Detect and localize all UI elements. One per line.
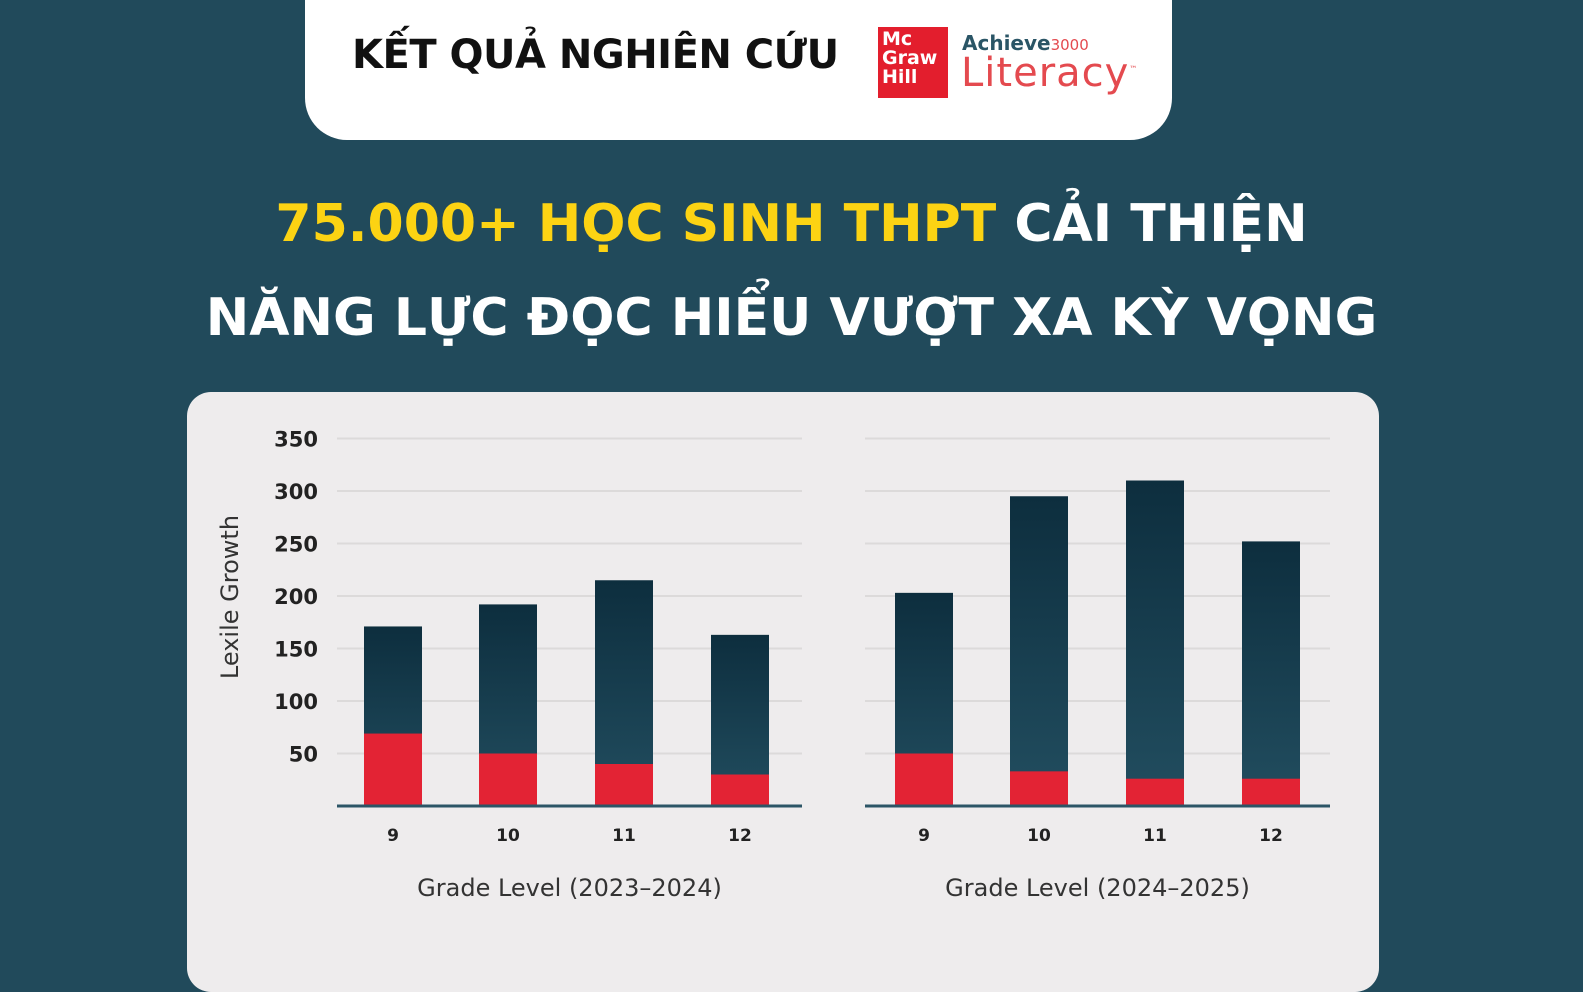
x-tick-label: 10 (496, 826, 520, 846)
bar-red-grade-9 (895, 753, 953, 806)
x-tick-label: 11 (1143, 826, 1167, 846)
bar-red-grade-11 (595, 764, 653, 806)
achieve-logo-text: Achieve3000 (962, 31, 1089, 55)
y-axis-title: Lexile Growth (216, 515, 244, 679)
bar-red-grade-12 (711, 774, 769, 806)
bar-red-grade-12 (1242, 778, 1300, 806)
y-tick-label: 200 (274, 585, 318, 609)
y-tick-label: 300 (274, 480, 318, 504)
x-tick-label: 11 (612, 826, 636, 846)
y-tick-label: 350 (274, 428, 318, 452)
x-tick-label: 9 (918, 826, 930, 846)
bar-red-grade-11 (1126, 778, 1184, 806)
bar-total-grade-11 (1126, 480, 1184, 806)
y-tick-label: 100 (274, 690, 318, 714)
y-tick-label: 50 (289, 743, 318, 767)
y-tick-label: 150 (274, 638, 318, 662)
headline-line-2: NĂNG LỰC ĐỌC HIỂU VƯỢT XA KỲ VỌNG (205, 288, 1378, 348)
header-title: KẾT QUẢ NGHIÊN CỨU (352, 32, 839, 78)
headline-highlight: 75.000+ HỌC SINH THPT (275, 194, 997, 254)
bar-red-grade-10 (1010, 771, 1068, 806)
bar-total-grade-12 (1242, 541, 1300, 806)
x-tick-label: 10 (1027, 826, 1051, 846)
x-tick-label: 9 (387, 826, 399, 846)
bar-red-grade-9 (364, 733, 422, 806)
x-tick-label: 12 (728, 826, 752, 846)
bar-total-grade-10 (1010, 496, 1068, 806)
headline-line-1: 75.000+ HỌC SINH THPT CẢI THIỆN (275, 194, 1308, 254)
header-card: KẾT QUẢ NGHIÊN CỨU Mc Graw Hill Achieve300… (305, 0, 1172, 140)
mcgraw-hill-logo: Mc Graw Hill (878, 27, 948, 98)
chart-svg: 50 100 150 200 250 300 350 9 10 11 12 Grade Level (… (216, 428, 1330, 902)
x-axis-title: Grade Level (2024–2025) (945, 874, 1250, 902)
literacy-logo-text: Literacy™ (961, 50, 1139, 96)
bar-red-grade-10 (479, 753, 537, 806)
x-axis-title: Grade Level (2023–2024) (417, 874, 722, 902)
x-tick-label: 12 (1259, 826, 1283, 846)
y-tick-label: 250 (274, 533, 318, 557)
